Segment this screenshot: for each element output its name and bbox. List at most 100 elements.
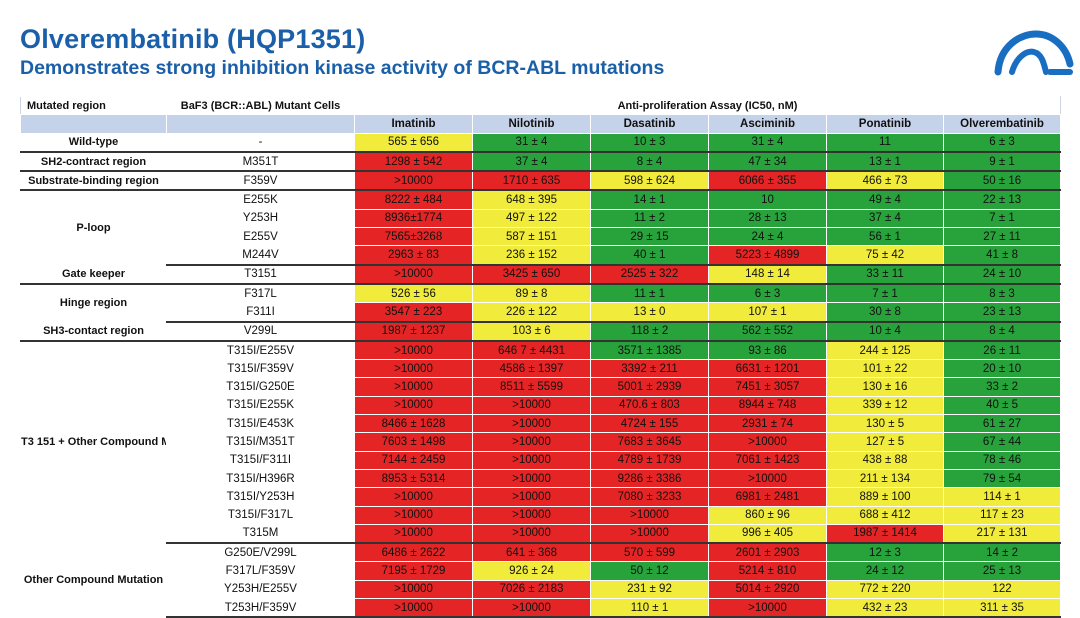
table-row: SH2-contract region M351T 1298 ± 542 37 ± 4… xyxy=(20,151,1062,173)
ic50-value-cell: >10000 xyxy=(354,377,473,397)
col-header-region: Mutated region xyxy=(20,95,167,116)
ic50-value-cell: 7 ± 1 xyxy=(942,208,1062,229)
ic50-value-cell: 29 ± 15 xyxy=(590,227,709,247)
mutant-cell-line: F359V xyxy=(166,170,355,192)
ic50-value-cell: 8 ± 4 xyxy=(942,321,1062,342)
ic50-value-cell: >10000 xyxy=(590,505,709,525)
ic50-value-cell: 7565±3268 xyxy=(354,227,473,247)
table-row: T3 151 + Other Compound MutationT315I/E2… xyxy=(20,340,1062,544)
ic50-value-cell: 13 ± 1 xyxy=(826,151,944,173)
ic50-value-cell: 10 xyxy=(708,189,827,210)
ic50-value-cell: 8222 ± 484 xyxy=(354,189,473,210)
table-row: Y253H 8936±1774 497 ± 122 11 ± 2 28 ± 13 37 ±… xyxy=(21,208,1062,229)
header-row-top: Mutated region BaF3 (BCR::ABL) Mutant Ce… xyxy=(20,95,1062,116)
mutant-cell-line: Y253H xyxy=(166,208,355,229)
mutant-cell-line: T253H/F359V xyxy=(166,598,355,618)
ic50-value-cell: 1710 ± 635 xyxy=(472,170,591,192)
ic50-value-cell: 103 ± 6 xyxy=(472,321,591,342)
ic50-value-cell: 28 ± 13 xyxy=(708,208,827,229)
table-row: T315I/E255K >10000 >10000 470.6 ± 803 8944 ±… xyxy=(21,395,1062,416)
ic50-value-cell: 37 ± 4 xyxy=(826,208,944,229)
table-row: T253H/F359V >10000 >10000 110 ± 1 >10000 432 … xyxy=(21,598,1062,618)
ic50-value-cell: 7 ± 1 xyxy=(826,283,944,304)
table-row: Gate keeper T3151 >10000 3425 ± 650 2525 ± 3… xyxy=(20,264,1062,285)
ic50-value-cell: 56 ± 1 xyxy=(826,227,944,247)
ic50-value-cell: 6981 ± 2481 xyxy=(708,487,827,507)
ic50-value-cell: 996 ± 405 xyxy=(708,523,827,545)
ic50-value-cell: 24 ± 4 xyxy=(708,227,827,247)
ic50-value-cell: 598 ± 624 xyxy=(590,170,709,192)
ic50-value-cell: 40 ± 1 xyxy=(590,245,709,266)
ic50-value-cell: >10000 xyxy=(354,170,473,192)
ic50-value-cell: 7080 ± 3233 xyxy=(590,487,709,507)
ic50-value-cell: 49 ± 4 xyxy=(826,189,944,210)
mutated-region-cell: T3 151 + Other Compound Mutation xyxy=(20,340,167,544)
table-row: T315I/E453K 8466 ± 1628 >10000 4724 ± 155 29… xyxy=(21,414,1062,434)
mutant-cell-line: F317L xyxy=(166,283,355,304)
ic50-value-cell: 211 ± 134 xyxy=(826,468,944,489)
ic50-value-cell: 79 ± 54 xyxy=(942,468,1062,489)
ic50-value-cell: 5014 ± 2920 xyxy=(708,579,827,600)
mutant-cell-line: T315M xyxy=(166,523,355,545)
ic50-value-cell: 50 ± 16 xyxy=(942,170,1062,192)
ic50-value-cell: 110 ± 1 xyxy=(590,598,709,618)
ic50-value-cell: >10000 xyxy=(472,598,591,618)
ic50-value-cell: 8511 ± 5599 xyxy=(472,377,591,397)
mutant-cell-line: - xyxy=(166,132,355,153)
mutant-cell-line: T315I/F317L xyxy=(166,505,355,525)
ic50-value-cell: 11 ± 1 xyxy=(590,283,709,304)
mutant-cell-line: T315I/F359V xyxy=(166,359,355,379)
table-row: T315I/F311I 7144 ± 2459 >10000 4789 ± 1739 7… xyxy=(21,450,1062,470)
mutant-cell-line: V299L xyxy=(166,321,355,342)
mutated-region-cell: Gate keeper xyxy=(20,264,167,285)
mutant-cell-line: T315I/E255V xyxy=(166,340,355,361)
ic50-value-cell: 50 ± 12 xyxy=(590,561,709,581)
ic50-value-cell: 688 ± 412 xyxy=(826,505,944,525)
ic50-value-cell: 13 ± 0 xyxy=(590,302,709,323)
ic50-value-cell: 2963 ± 83 xyxy=(354,245,473,266)
ic50-value-cell: >10000 xyxy=(472,487,591,507)
ic50-value-cell: 23 ± 13 xyxy=(942,302,1062,323)
table-row: T315I/G250E >10000 8511 ± 5599 5001 ± 2939 7… xyxy=(21,377,1062,397)
mutant-cell-line: G250E/V299L xyxy=(166,542,355,563)
ic50-value-cell: 8466 ± 1628 xyxy=(354,414,473,434)
ic50-value-cell: 7683 ± 3645 xyxy=(590,432,709,452)
ic50-value-cell: 648 ± 395 xyxy=(472,189,591,210)
ic50-value-cell: 646 7 ± 4431 xyxy=(472,340,591,361)
ic50-value-cell: 67 ± 44 xyxy=(942,432,1062,452)
ic50-value-cell: 9 ± 1 xyxy=(942,151,1062,173)
ic50-value-cell: 14 ± 1 xyxy=(590,189,709,210)
ic50-value-cell: 26 ± 11 xyxy=(942,340,1062,361)
ic50-value-cell: 130 ± 5 xyxy=(826,414,944,434)
mutated-region-cell: Hinge region xyxy=(20,283,167,323)
ic50-value-cell: >10000 xyxy=(472,414,591,434)
ic50-value-cell: 47 ± 34 xyxy=(708,151,827,173)
mutant-cell-line: M351T xyxy=(166,151,355,173)
mutated-region-cell: SH3-contact region xyxy=(20,321,167,342)
ic50-value-cell: >10000 xyxy=(354,395,473,416)
ic50-value-cell: >10000 xyxy=(354,340,473,361)
ic50-value-cell: >10000 xyxy=(472,450,591,470)
ic50-value-cell: 926 ± 24 xyxy=(472,561,591,581)
ic50-value-cell: 3547 ± 223 xyxy=(354,302,473,323)
ic50-value-cell: 5214 ± 810 xyxy=(708,561,827,581)
ic50-value-cell: 12 ± 3 xyxy=(826,542,944,563)
ic50-value-cell: 5001 ± 2939 xyxy=(590,377,709,397)
table-body: Wild-type -565 ± 656 31 ± 4 10 ± 3 31 ± 4 11 6… xyxy=(20,132,1062,618)
ic50-value-cell: >10000 xyxy=(354,359,473,379)
ic50-value-cell: 4789 ± 1739 xyxy=(590,450,709,470)
ic50-value-cell: 8 ± 4 xyxy=(590,151,709,173)
ic50-value-cell: 7026 ± 2183 xyxy=(472,579,591,600)
ic50-value-cell: 10 ± 4 xyxy=(826,321,944,342)
ic50-value-cell: 570 ± 599 xyxy=(590,542,709,563)
ic50-value-cell: 61 ± 27 xyxy=(942,414,1062,434)
ic50-value-cell: >10000 xyxy=(354,598,473,618)
ic50-value-cell: 107 ± 1 xyxy=(708,302,827,323)
ic50-value-cell: 8953 ± 5314 xyxy=(354,468,473,489)
ic50-value-cell: 2601 ± 2903 xyxy=(708,542,827,563)
ic50-value-cell: 78 ± 46 xyxy=(942,450,1062,470)
ic50-value-cell: 33 ± 2 xyxy=(942,377,1062,397)
ic50-value-cell: 438 ± 88 xyxy=(826,450,944,470)
ic50-value-cell: >10000 xyxy=(354,579,473,600)
